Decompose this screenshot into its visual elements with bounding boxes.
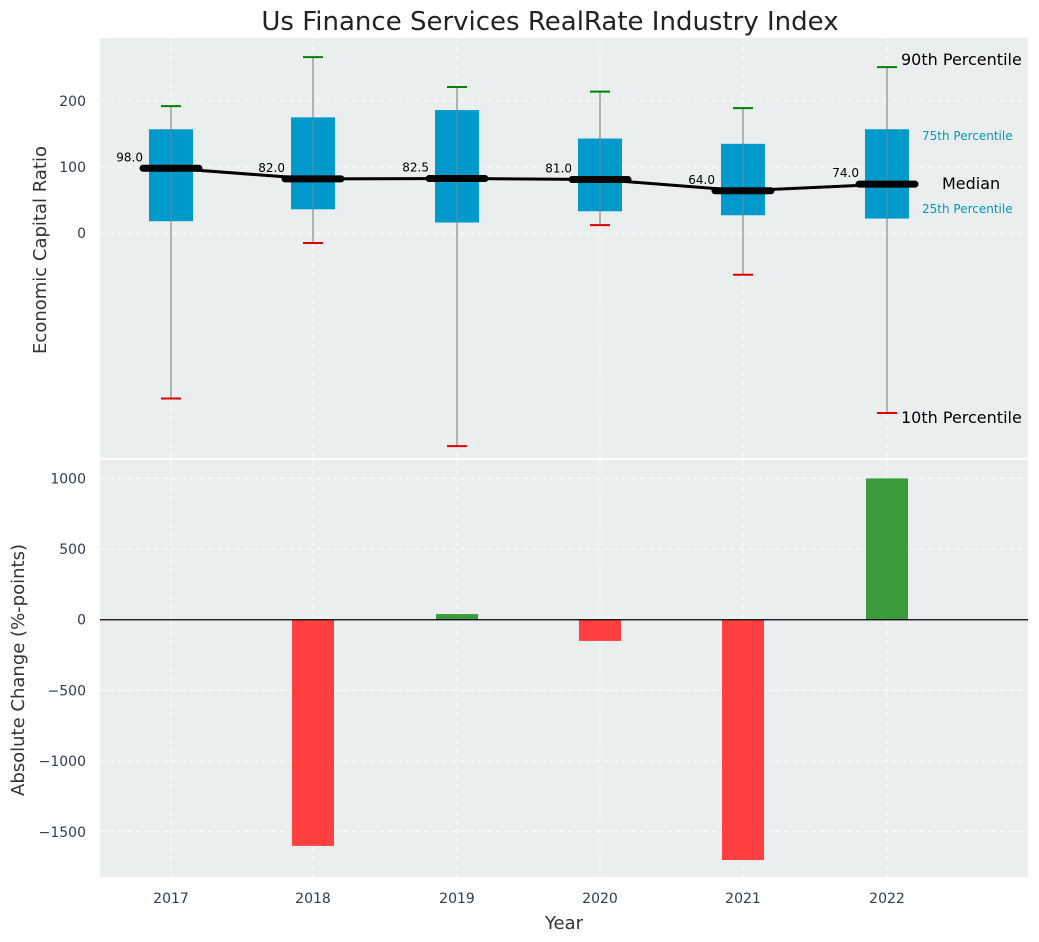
legend-75th-percentile: 75th Percentile [922,129,1013,143]
bar-y-tick-label: −500 [48,683,86,699]
change-bar-2021 [722,619,764,861]
x-tick-2021: 2021 [725,891,761,907]
chart-title: Us Finance Services RealRate Industry In… [261,7,838,37]
bar-y-tick-label: −1500 [39,825,86,841]
bar-y-tick-label: 0 [77,613,86,629]
legend-median: Median [942,174,1000,193]
x-tick-labels: 2017 2018 2019 2020 2021 2022 [153,891,905,907]
legend-10th-percentile: 10th Percentile [901,408,1022,427]
bar-y-tick-label: 500 [59,542,86,558]
change-bar-2019 [436,614,478,620]
box-plot-area [100,38,1028,458]
bar-marks [292,478,908,861]
change-bar-2018 [292,619,334,846]
median-label-2019: 82.5 [402,161,429,175]
box-y-axis-label: Economic Capital Ratio [30,146,51,354]
bar-y-tick-label: −1000 [39,754,86,770]
box-panel: 0 100 200 98.0 82.0 82.5 81.0 64.0 74.0 Economi… [30,38,1028,458]
box-y-tick-label: 200 [59,94,86,110]
bar-y-axis-label: Absolute Change (%-points) [8,544,29,796]
box-y-tick-label: 100 [59,160,86,176]
median-label-2017: 98.0 [116,150,143,164]
median-label-2022: 74.0 [832,166,859,180]
x-tick-2020: 2020 [582,891,618,907]
box-y-ticks: 0 100 200 [59,94,86,242]
change-bar-2020 [579,619,621,641]
x-tick-2022: 2022 [869,891,905,907]
bar-y-ticks: 1000 500 0 −500 −1000 −1500 [39,471,86,840]
x-axis-label: Year [544,913,584,934]
box-y-tick-label: 0 [77,226,86,242]
median-label-2021: 64.0 [688,173,715,187]
x-tick-2018: 2018 [295,891,331,907]
x-tick-2017: 2017 [153,891,189,907]
bar-y-tick-label: 1000 [50,471,86,487]
legend-25th-percentile: 25th Percentile [922,202,1013,216]
median-label-2018: 82.0 [258,161,285,175]
x-tick-2019: 2019 [439,891,475,907]
legend-90th-percentile: 90th Percentile [901,50,1022,69]
median-label-2020: 81.0 [545,162,572,176]
change-bar-2022 [866,478,908,620]
box-marks: 98.0 82.0 82.5 81.0 64.0 74.0 [116,56,919,448]
